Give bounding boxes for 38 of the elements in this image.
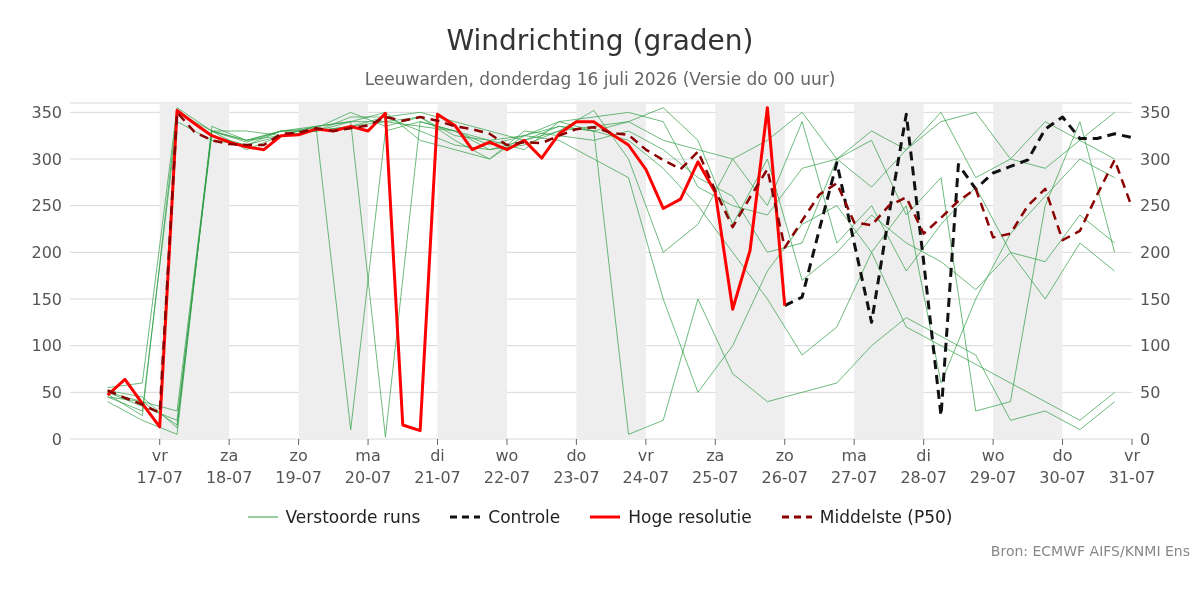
x-tick-label: zo 26-07 bbox=[761, 446, 808, 487]
legend-label: Controle bbox=[488, 507, 561, 527]
x-tick-label: vr 17-07 bbox=[136, 446, 183, 487]
y2-tick-label: 300 bbox=[1140, 149, 1171, 169]
y-tick-label: 0 bbox=[51, 429, 62, 449]
x-tick-label: do 30-07 bbox=[1039, 446, 1086, 487]
y-tick-label: 50 bbox=[41, 383, 62, 403]
x-tick-label: vr 31-07 bbox=[1108, 446, 1156, 487]
x-tick-label: ma 27-07 bbox=[830, 446, 878, 487]
y2-tick-label: 200 bbox=[1140, 243, 1171, 263]
x-tick-label: do 23-07 bbox=[553, 446, 600, 487]
x-tick-label: ma 20-07 bbox=[344, 446, 392, 487]
legend-label: Middelste (P50) bbox=[819, 507, 953, 527]
y-tick-label: 350 bbox=[31, 103, 62, 123]
y2-tick-label: 250 bbox=[1140, 196, 1171, 216]
legend-label: Hoge resolutie bbox=[628, 507, 752, 527]
x-tick-label: di 28-07 bbox=[900, 446, 947, 487]
x-tick-label: za 25-07 bbox=[692, 446, 739, 487]
x-tick-label: zo 19-07 bbox=[275, 446, 322, 487]
y2-tick-label: 150 bbox=[1140, 289, 1171, 309]
x-tick-label: wo 29-07 bbox=[969, 446, 1017, 487]
x-tick-label: za 18-07 bbox=[205, 446, 253, 487]
x-tick-label: di 21-07 bbox=[414, 446, 461, 487]
chart-subtitle: Leeuwarden, donderdag 16 juli 2026 (Versie do 00 uur) bbox=[363, 69, 837, 89]
y-tick-label: 300 bbox=[31, 149, 62, 169]
y2-tick-label: 100 bbox=[1140, 336, 1171, 356]
chart-title: Windrichting (graden) bbox=[445, 23, 755, 57]
y-tick-label: 150 bbox=[31, 289, 62, 309]
y2-tick-label: 0 bbox=[1140, 429, 1151, 449]
y2-tick-label: 50 bbox=[1140, 383, 1161, 403]
y-tick-label: 100 bbox=[31, 336, 62, 356]
y2-tick-label: 350 bbox=[1140, 103, 1171, 123]
y-tick-label: 200 bbox=[31, 243, 62, 263]
y-tick-label: 250 bbox=[31, 196, 62, 216]
text: Bron: ECMWF AIFS/KNMI Ens bbox=[990, 543, 1190, 559]
x-tick-label: wo 22-07 bbox=[483, 446, 531, 487]
legend-label: Verstoorde runs bbox=[285, 507, 421, 527]
x-tick-label: vr 24-07 bbox=[622, 446, 670, 487]
